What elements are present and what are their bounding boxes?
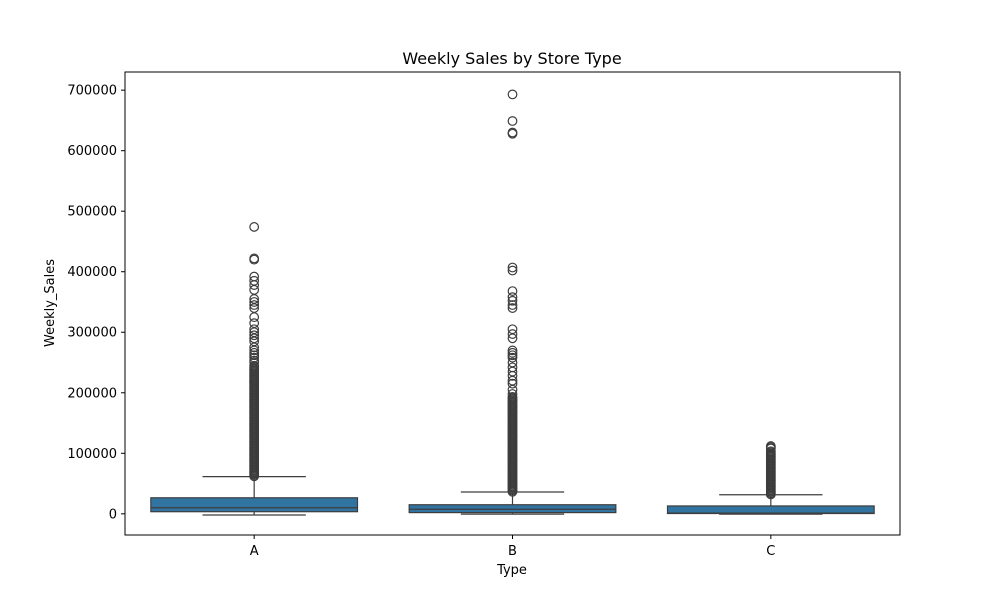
outlier-point xyxy=(507,357,518,368)
box-C xyxy=(666,505,875,515)
outlier-point xyxy=(507,127,518,138)
outlier-point xyxy=(249,350,260,361)
outlier-point xyxy=(249,300,260,310)
outlier-point xyxy=(507,347,518,358)
y-tick-label: 0 xyxy=(109,507,117,522)
outlier-point xyxy=(249,324,260,335)
outlier-point xyxy=(507,116,518,126)
y-tick-label: 100000 xyxy=(67,447,117,462)
y-tick-label: 300000 xyxy=(67,326,117,341)
outlier-point xyxy=(507,292,518,303)
outlier-point xyxy=(507,303,518,313)
outlier-point xyxy=(507,389,518,399)
x-tick-label: A xyxy=(250,544,259,559)
outlier-point xyxy=(507,89,518,100)
y-axis-label: Weekly_Sales xyxy=(43,259,58,347)
outlier-point xyxy=(249,297,260,307)
y-tick-label: 200000 xyxy=(67,386,117,401)
y-tick-label: 600000 xyxy=(67,144,117,159)
box-B xyxy=(408,504,617,514)
outlier-point xyxy=(249,222,260,232)
outlier-point xyxy=(507,286,518,296)
outlier-point xyxy=(507,295,518,306)
outlier-point xyxy=(249,312,260,323)
outlier-point xyxy=(249,355,260,366)
outlier-point xyxy=(249,330,260,341)
outlier-point xyxy=(507,300,518,310)
outlier-point xyxy=(507,378,518,389)
outlier-point xyxy=(249,347,260,358)
outlier-point xyxy=(507,262,518,273)
outlier-point xyxy=(249,318,260,329)
x-axis-label: Type xyxy=(496,563,527,578)
x-tick-label: B xyxy=(508,544,517,559)
chart-title: Weekly Sales by Store Type xyxy=(402,49,621,68)
y-tick-label: 500000 xyxy=(67,205,117,220)
y-tick-label: 700000 xyxy=(67,84,117,99)
outlier-point xyxy=(249,275,260,286)
x-tick-label: C xyxy=(766,544,775,559)
outlier-point xyxy=(507,352,518,363)
outlier-point xyxy=(249,352,260,363)
outlier-point xyxy=(249,253,260,264)
plot-area xyxy=(150,89,875,516)
outlier-point xyxy=(765,441,776,451)
outlier-point xyxy=(507,324,518,335)
outlier-point xyxy=(249,271,260,282)
outlier-point xyxy=(765,446,776,457)
axes: 0 100000 200000 300000 400000 500000 600000 700… xyxy=(67,84,775,559)
outlier-point xyxy=(507,265,518,276)
y-tick-label: 400000 xyxy=(67,265,117,280)
outlier-point xyxy=(507,350,518,361)
outlier-point xyxy=(507,345,518,356)
outlier-point xyxy=(507,329,518,339)
outlier-point xyxy=(507,362,518,373)
outlier-point xyxy=(507,392,518,402)
box-A xyxy=(150,497,359,513)
